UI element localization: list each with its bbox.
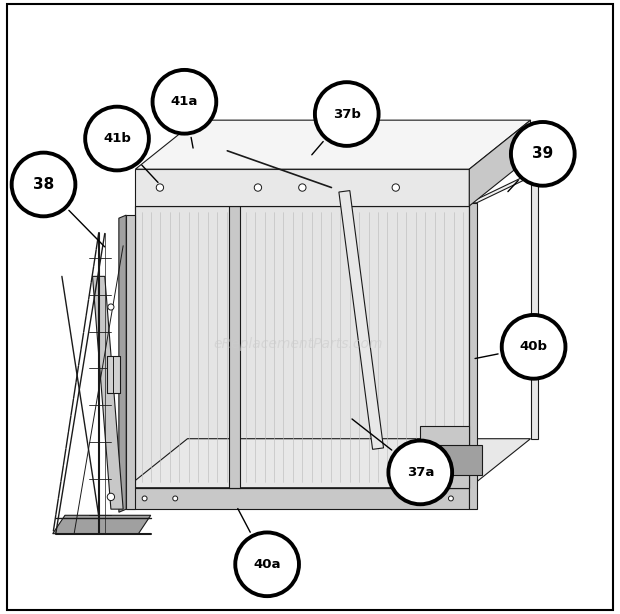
Polygon shape xyxy=(126,439,531,488)
Polygon shape xyxy=(469,173,538,203)
Circle shape xyxy=(153,70,216,134)
Circle shape xyxy=(502,315,565,379)
Text: 37b: 37b xyxy=(333,107,361,120)
Text: 40b: 40b xyxy=(520,340,547,353)
Polygon shape xyxy=(126,488,469,509)
Text: 41a: 41a xyxy=(170,95,198,108)
Polygon shape xyxy=(107,356,120,393)
Text: 38: 38 xyxy=(33,177,54,192)
Circle shape xyxy=(12,153,76,216)
Polygon shape xyxy=(119,215,126,512)
Polygon shape xyxy=(135,206,469,488)
Circle shape xyxy=(173,496,178,501)
Text: 37a: 37a xyxy=(407,466,434,479)
Polygon shape xyxy=(197,126,531,157)
Circle shape xyxy=(511,122,575,185)
Circle shape xyxy=(108,304,114,310)
Polygon shape xyxy=(229,206,240,488)
Polygon shape xyxy=(531,173,538,439)
Text: eReplacementParts.com: eReplacementParts.com xyxy=(213,336,383,351)
Polygon shape xyxy=(135,120,531,169)
Circle shape xyxy=(448,496,453,501)
Circle shape xyxy=(392,184,399,191)
Circle shape xyxy=(254,184,262,191)
Polygon shape xyxy=(469,203,477,509)
Circle shape xyxy=(299,184,306,191)
Circle shape xyxy=(235,532,299,596)
Circle shape xyxy=(388,441,452,504)
Circle shape xyxy=(142,496,147,501)
Polygon shape xyxy=(53,515,151,534)
Circle shape xyxy=(418,496,423,501)
Circle shape xyxy=(156,184,164,191)
Circle shape xyxy=(107,493,115,500)
Circle shape xyxy=(85,107,149,171)
Polygon shape xyxy=(433,445,482,475)
Polygon shape xyxy=(339,190,384,449)
Polygon shape xyxy=(126,215,135,509)
Polygon shape xyxy=(420,427,469,488)
Polygon shape xyxy=(92,276,123,509)
Text: 40a: 40a xyxy=(254,558,281,571)
Circle shape xyxy=(315,82,379,146)
Text: 41b: 41b xyxy=(103,132,131,145)
Polygon shape xyxy=(135,169,469,206)
Text: 39: 39 xyxy=(532,146,554,161)
Polygon shape xyxy=(469,120,531,206)
